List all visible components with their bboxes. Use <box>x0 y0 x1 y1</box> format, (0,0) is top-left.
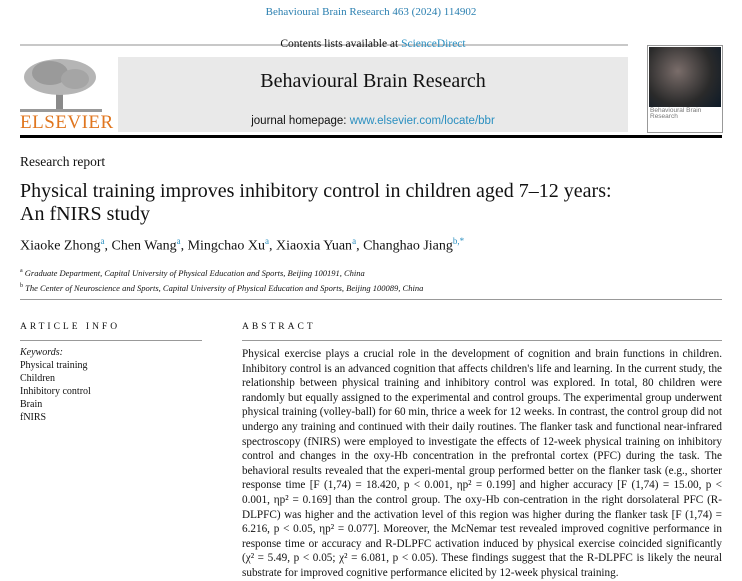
journal-cover[interactable]: Behavioural Brain Research <box>647 45 723 133</box>
affiliation-mark[interactable]: a <box>100 236 105 246</box>
article-info-heading: ARTICLE INFO <box>20 322 121 332</box>
homepage-prefix: journal homepage: <box>251 115 350 127</box>
keyword: Physical training <box>20 360 88 371</box>
homepage-line: journal homepage: www.elsevier.com/locat… <box>118 115 628 127</box>
contents-line: Contents lists available at ScienceDirec… <box>118 38 628 50</box>
title-line-1: Physical training improves inhibitory co… <box>20 180 612 202</box>
author[interactable]: Mingchao Xu <box>187 238 265 254</box>
affiliation-a: a Graduate Department, Capital Universit… <box>20 265 423 280</box>
abstract-text: Physical exercise plays a crucial role i… <box>242 348 722 579</box>
section-divider <box>20 299 722 300</box>
author-list: Xiaoke Zhonga, Chen Wanga, Mingchao Xua,… <box>20 236 465 254</box>
sciencedirect-link[interactable]: ScienceDirect <box>401 38 466 50</box>
article-title: Physical training improves inhibitory co… <box>20 180 720 226</box>
header-divider <box>20 44 628 46</box>
author[interactable]: Changhao Jiang <box>363 238 453 254</box>
affiliation-text: Graduate Department, Capital University … <box>24 267 365 278</box>
cover-image <box>649 47 721 107</box>
elsevier-wordmark: ELSEVIER <box>20 112 114 133</box>
elsevier-tree-logo <box>20 57 102 132</box>
author[interactable]: Xiaoxia Yuan <box>275 238 353 254</box>
affiliations: a Graduate Department, Capital Universit… <box>20 265 423 295</box>
author[interactable]: Chen Wang <box>111 238 177 254</box>
keyword: fNIRS <box>20 412 47 423</box>
header-black-bar <box>20 135 722 138</box>
abstract-heading: ABSTRACT <box>242 322 316 332</box>
keyword: Children <box>20 373 55 384</box>
abstract-rule <box>242 340 722 341</box>
cover-title: Behavioural Brain Research <box>650 107 702 120</box>
affiliation-mark[interactable]: a <box>264 236 269 246</box>
affiliation-b: b The Center of Neuroscience and Sports,… <box>20 280 423 295</box>
keywords-label: Keywords: <box>20 347 63 358</box>
article-info-rule <box>20 340 202 341</box>
journal-title: Behavioural Brain Research <box>260 70 486 92</box>
affiliation-mark[interactable]: a <box>352 236 357 246</box>
keyword: Inhibitory control <box>20 386 91 397</box>
journal-header-box <box>118 57 628 132</box>
homepage-link[interactable]: www.elsevier.com/locate/bbr <box>349 115 495 127</box>
affiliation-text: The Center of Neuroscience and Sports, C… <box>25 282 424 293</box>
title-line-2: An fNIRS study <box>20 203 151 225</box>
keywords: Keywords: Physical training Children Inh… <box>20 346 91 424</box>
article-type: Research report <box>20 154 106 169</box>
affiliation-marker: b <box>20 282 23 289</box>
contents-prefix: Contents lists available at <box>280 38 402 50</box>
keyword: Brain <box>20 399 43 410</box>
affiliation-mark[interactable]: b,* <box>452 236 465 246</box>
affiliation-marker: a <box>20 268 23 274</box>
author[interactable]: Xiaoke Zhong <box>20 238 101 254</box>
affiliation-mark[interactable]: a <box>176 236 181 246</box>
journal-citation-link[interactable]: Behavioural Brain Research 463 (2024) 11… <box>265 6 477 18</box>
